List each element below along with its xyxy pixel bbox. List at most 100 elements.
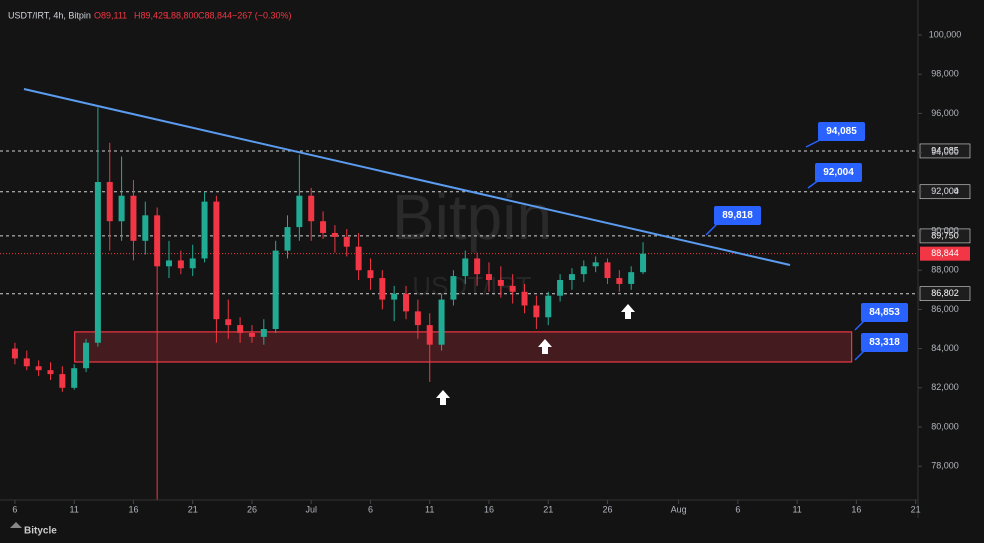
candle-body [545,295,552,318]
candle-body [462,258,469,277]
candle-body [474,258,481,275]
candle-body [438,299,445,345]
arrow [538,339,552,354]
x-tick-label: 26 [602,504,612,514]
x-tick-label: 11 [792,504,801,514]
y-tick-label: 84,000 [931,343,959,353]
candle-body [509,285,516,292]
last-price-label: 88,844 [931,248,959,258]
candle-body [485,274,492,281]
x-tick-label: 21 [543,504,553,514]
x-tick-label: 16 [484,504,494,514]
candle-body [106,182,113,222]
candle-body [557,280,564,296]
y-tick-label: 96,000 [931,108,959,118]
callout-box [714,206,761,225]
candle-body [604,262,611,279]
ohlc-high: H89,429 [134,10,168,20]
candle-body [616,278,623,284]
callout-box [818,122,865,141]
x-tick-label: 6 [12,504,17,514]
candle-body [177,260,184,269]
candle-body [320,221,327,233]
plot-area [0,0,918,500]
candle-body [308,195,315,222]
callout-box [815,163,862,182]
level-label: 94,085 [931,145,959,155]
x-tick-label: 21 [911,504,921,514]
support-zone [74,331,853,363]
x-tick-label: 26 [247,504,257,514]
candle-body [628,272,635,284]
candle-body [367,270,374,279]
ohlc-close: C88,844 [198,10,232,20]
symbol: USDT/IRT, 4h, Bitpin [8,10,91,20]
y-tick-label: 88,000 [931,265,959,275]
candle-body [450,276,457,300]
candle-body [391,293,398,300]
candle-body [355,246,362,271]
callout-label: 94,085 [826,126,857,137]
x-tick-label: 21 [188,504,198,514]
callout-label: 84,853 [869,307,900,318]
y-tick-label: 82,000 [931,382,959,392]
watermark-pair: USDT/IRT [412,271,532,301]
candle-body [237,325,244,333]
candle-body [165,260,172,267]
candle-body [23,358,30,367]
candle-body [640,253,647,273]
arrow [621,304,635,319]
candle-body [403,293,410,312]
level-label-box [919,228,971,244]
x-tick-label: Jul [305,504,317,514]
ohlc-open: O89,111 [94,10,127,20]
ohlc-change: −267 (−0.30%) [232,10,292,20]
candle-body [201,201,208,259]
y-tick-label: 100,000 [929,29,962,39]
candle-body [142,215,149,241]
candle-body [248,332,255,337]
candle-body [59,374,66,388]
ohlc-low: L88,800 [166,10,199,20]
footer-logo [10,522,22,528]
x-tick-label: Aug [671,504,687,514]
last-price-box [920,246,970,261]
candle-body [225,319,232,326]
candle-body [592,262,599,267]
candle-body [11,348,18,359]
candle-body [331,232,338,237]
level-label: 86,802 [931,288,959,298]
callout-box [861,333,908,352]
level-label: 92,004 [931,186,959,196]
level-label: 89,750 [931,230,959,240]
candle-body [189,258,196,269]
callout-label: 83,318 [869,337,900,348]
candle-body [35,366,42,371]
level-label-box [919,143,971,159]
candle-body [154,215,161,267]
y-tick-label: 86,000 [931,304,959,314]
x-tick-label: 6 [735,504,740,514]
level-label-box [919,286,971,301]
header: USDT/IRT, 4h, Bitpin O89,111 H89,429 L88… [8,10,292,20]
marks [0,88,918,500]
x-tick-label: 6 [368,504,373,514]
candle-body [213,201,220,320]
arrow [436,390,450,405]
y-tick-label: 80,000 [931,421,959,431]
x-tick-label: 11 [425,504,434,514]
candle-body [568,274,575,281]
candle-body [260,329,267,337]
callout-label: 89,818 [722,210,753,221]
trendline [23,88,791,266]
callout-label: 92,004 [823,167,854,178]
candle-body [118,195,125,222]
candle-body [379,278,386,300]
candle-body [296,195,303,228]
x-tick-label: 11 [70,504,79,514]
candle-body [414,311,421,326]
y-tick-label: 94,000 [931,147,959,157]
y-tick-label: 90,000 [931,225,959,235]
y-tick-label: 92,000 [931,186,959,196]
